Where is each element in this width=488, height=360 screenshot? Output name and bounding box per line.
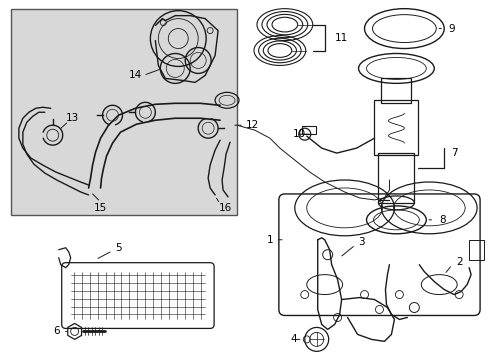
Bar <box>374 100 417 155</box>
Bar <box>11 9 237 215</box>
Text: 4: 4 <box>290 334 297 345</box>
Text: 16: 16 <box>218 203 231 213</box>
Text: 1: 1 <box>266 235 273 245</box>
Bar <box>468 240 483 260</box>
Text: 10: 10 <box>293 129 305 139</box>
Text: 2: 2 <box>455 257 462 267</box>
Text: 3: 3 <box>358 237 364 247</box>
Text: 13: 13 <box>66 113 79 123</box>
Text: 6: 6 <box>53 327 60 336</box>
Text: 5: 5 <box>115 243 122 253</box>
Text: 11: 11 <box>334 32 347 42</box>
Text: 7: 7 <box>450 148 457 158</box>
Text: 14: 14 <box>128 71 142 80</box>
Text: 8: 8 <box>438 215 445 225</box>
Text: 15: 15 <box>94 203 107 213</box>
Bar <box>381 78 410 103</box>
Bar <box>301 126 315 134</box>
Text: 12: 12 <box>245 120 258 130</box>
Text: 9: 9 <box>447 24 453 33</box>
Bar <box>378 153 413 203</box>
